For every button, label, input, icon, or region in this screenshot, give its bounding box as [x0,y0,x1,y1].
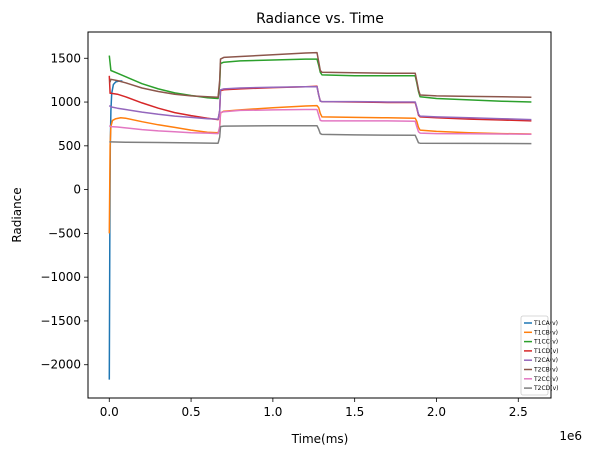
y-tick-label: 0 [73,183,81,197]
legend-label: T1CA(v) [533,320,558,327]
series-line-t2ccv [108,108,532,136]
legend-label: T1CC(v) [533,339,558,346]
x-tick-label: 1.0 [263,405,282,419]
y-axis-label: Radiance [10,187,24,242]
x-tick-label: 0.5 [182,405,201,419]
x-tick-label: 0.0 [100,405,119,419]
legend-label: T2CC(v) [533,376,558,383]
legend-label: T1CB(v) [533,329,558,336]
x-axis-multiplier: 1e6 [559,429,582,443]
x-tick-label: 2.0 [427,405,446,419]
series-line-t1cbv [108,104,532,234]
y-tick-label: −1000 [40,270,81,284]
legend-label: T2CB(v) [533,367,558,374]
chart-title: Radiance vs. Time [256,11,384,27]
series-line-t1ccv [108,55,532,103]
legend: T1CA(v) T1CB(v) T1CC(v) T1CD(v) T2CA(v) T2CB(… [520,315,559,396]
x-axis-ticks: 0.0 0.5 1.0 1.5 2.0 2.5 [100,398,528,419]
x-tick-label: 1.5 [345,405,364,419]
y-tick-label: −500 [48,226,81,240]
y-tick-label: 1500 [50,51,81,65]
y-tick-label: 500 [58,139,81,153]
y-axis-ticks: −2000 −1500 −1000 −500 0 500 1000 1500 [40,51,88,372]
x-axis-label: Time(ms) [291,432,349,446]
series-line-t2cbv [109,51,532,98]
x-tick-label: 2.5 [509,405,528,419]
series-line-t2cav [108,85,532,121]
y-tick-label: −2000 [40,358,81,372]
legend-label: T2CA(v) [533,357,558,364]
legend-label: T1CD(v) [533,348,559,355]
y-tick-label: 1000 [50,95,81,109]
series-line-t2cdv [109,124,532,145]
y-tick-label: −1500 [40,314,81,328]
legend-box [520,315,549,396]
legend-label: T2CD(v) [533,385,559,392]
plot-series [108,51,532,380]
plot-frame [87,31,552,399]
